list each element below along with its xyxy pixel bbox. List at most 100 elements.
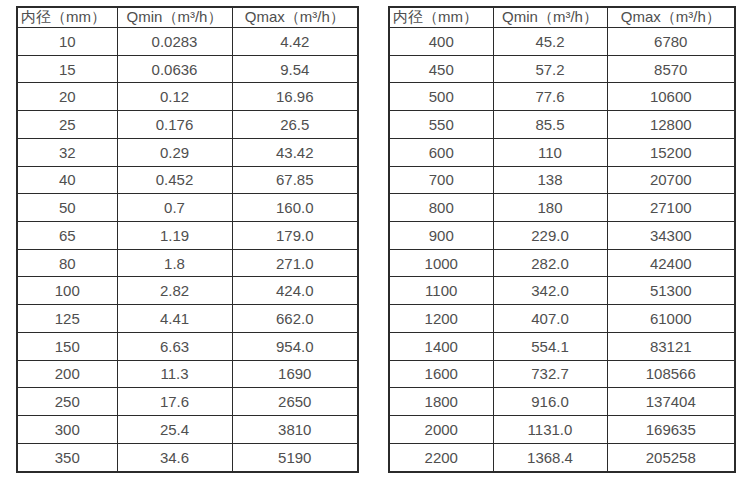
cell-diameter: 20 <box>17 83 117 111</box>
cell-qmin: 554.1 <box>493 332 607 360</box>
table-row: 25017.62650 <box>17 388 358 416</box>
table-row: 20011.31690 <box>17 360 358 388</box>
table-body: 40045.2678045057.2857050077.61060055085.… <box>389 28 735 473</box>
cell-qmax: 954.0 <box>232 332 358 360</box>
cell-qmin: 1.8 <box>117 249 232 277</box>
cell-diameter: 15 <box>17 55 117 83</box>
table-row: 1506.63954.0 <box>17 332 358 360</box>
cell-qmin: 0.452 <box>117 166 232 194</box>
column-header-qmax: Qmax（m³/h） <box>232 7 358 28</box>
table-row: 40045.26780 <box>389 28 735 56</box>
cell-diameter: 250 <box>17 388 117 416</box>
cell-qmin: 342.0 <box>493 277 607 305</box>
cell-qmin: 407.0 <box>493 305 607 333</box>
table-row: 80018027100 <box>389 194 735 222</box>
cell-qmax: 271.0 <box>232 249 358 277</box>
cell-qmax: 5190 <box>232 443 358 472</box>
cell-qmax: 1690 <box>232 360 358 388</box>
cell-diameter: 1400 <box>389 332 493 360</box>
table-row: 1200407.061000 <box>389 305 735 333</box>
cell-diameter: 1100 <box>389 277 493 305</box>
cell-diameter: 40 <box>17 166 117 194</box>
cell-qmax: 3810 <box>232 416 358 444</box>
cell-qmin: 0.176 <box>117 111 232 139</box>
cell-qmax: 67.85 <box>232 166 358 194</box>
cell-qmin: 0.0283 <box>117 28 232 56</box>
cell-qmax: 16.96 <box>232 83 358 111</box>
table-header: 内径（mm）Qmin（m³/h）Qmax（m³/h） <box>17 7 358 28</box>
cell-diameter: 125 <box>17 305 117 333</box>
table-row: 45057.28570 <box>389 55 735 83</box>
cell-diameter: 100 <box>17 277 117 305</box>
cell-qmin: 2.82 <box>117 277 232 305</box>
cell-diameter: 32 <box>17 138 117 166</box>
cell-qmin: 282.0 <box>493 249 607 277</box>
cell-diameter: 500 <box>389 83 493 111</box>
table-body: 100.02834.42150.06369.54200.1216.96250.1… <box>17 28 358 473</box>
column-header-qmin: Qmin（m³/h） <box>493 7 607 28</box>
header-row: 内径（mm）Qmin（m³/h）Qmax（m³/h） <box>17 7 358 28</box>
cell-qmax: 15200 <box>607 138 735 166</box>
table-row: 200.1216.96 <box>17 83 358 111</box>
table-row: 20001131.0169635 <box>389 416 735 444</box>
cell-qmin: 11.3 <box>117 360 232 388</box>
cell-qmin: 1368.4 <box>493 443 607 472</box>
cell-qmin: 4.41 <box>117 305 232 333</box>
table-row: 1400554.183121 <box>389 332 735 360</box>
table-row: 150.06369.54 <box>17 55 358 83</box>
table-row: 900229.034300 <box>389 222 735 250</box>
cell-qmax: 10600 <box>607 83 735 111</box>
cell-qmax: 662.0 <box>232 305 358 333</box>
cell-qmin: 0.7 <box>117 194 232 222</box>
column-header-qmin: Qmin（m³/h） <box>117 7 232 28</box>
cell-diameter: 65 <box>17 222 117 250</box>
cell-qmax: 160.0 <box>232 194 358 222</box>
cell-qmax: 26.5 <box>232 111 358 139</box>
cell-qmin: 57.2 <box>493 55 607 83</box>
header-row: 内径（mm）Qmin（m³/h）Qmax（m³/h） <box>389 7 735 28</box>
table-row: 651.19179.0 <box>17 222 358 250</box>
cell-qmin: 1131.0 <box>493 416 607 444</box>
cell-diameter: 350 <box>17 443 117 472</box>
table-row: 100.02834.42 <box>17 28 358 56</box>
flow-spec-table-large-diameters: 内径（mm）Qmin（m³/h）Qmax（m³/h） 40045.2678045… <box>388 6 736 473</box>
column-header-diameter: 内径（mm） <box>389 7 493 28</box>
cell-qmax: 43.42 <box>232 138 358 166</box>
table-row: 1254.41662.0 <box>17 305 358 333</box>
cell-qmin: 0.12 <box>117 83 232 111</box>
cell-qmin: 25.4 <box>117 416 232 444</box>
table-row: 55085.512800 <box>389 111 735 139</box>
cell-qmin: 45.2 <box>493 28 607 56</box>
cell-diameter: 600 <box>389 138 493 166</box>
cell-diameter: 450 <box>389 55 493 83</box>
cell-qmin: 180 <box>493 194 607 222</box>
table-row: 70013820700 <box>389 166 735 194</box>
cell-qmax: 34300 <box>607 222 735 250</box>
table-row: 60011015200 <box>389 138 735 166</box>
cell-diameter: 900 <box>389 222 493 250</box>
cell-diameter: 150 <box>17 332 117 360</box>
cell-diameter: 10 <box>17 28 117 56</box>
cell-qmin: 17.6 <box>117 388 232 416</box>
cell-qmin: 85.5 <box>493 111 607 139</box>
flow-spec-table-small-diameters: 内径（mm）Qmin（m³/h）Qmax（m³/h） 100.02834.421… <box>16 6 359 473</box>
table-row: 320.2943.42 <box>17 138 358 166</box>
cell-diameter: 1000 <box>389 249 493 277</box>
cell-qmax: 4.42 <box>232 28 358 56</box>
table-row: 250.17626.5 <box>17 111 358 139</box>
cell-diameter: 300 <box>17 416 117 444</box>
table-row: 1002.82424.0 <box>17 277 358 305</box>
cell-qmax: 108566 <box>607 360 735 388</box>
cell-qmax: 205258 <box>607 443 735 472</box>
cell-qmax: 51300 <box>607 277 735 305</box>
table-row: 1000282.042400 <box>389 249 735 277</box>
cell-qmax: 20700 <box>607 166 735 194</box>
cell-qmax: 8570 <box>607 55 735 83</box>
table-row: 500.7160.0 <box>17 194 358 222</box>
cell-qmin: 0.0636 <box>117 55 232 83</box>
flow-meter-spec-page: 内径（mm）Qmin（m³/h）Qmax（m³/h） 100.02834.421… <box>0 0 750 483</box>
cell-qmax: 12800 <box>607 111 735 139</box>
cell-diameter: 1800 <box>389 388 493 416</box>
cell-qmax: 179.0 <box>232 222 358 250</box>
table-row: 30025.43810 <box>17 416 358 444</box>
